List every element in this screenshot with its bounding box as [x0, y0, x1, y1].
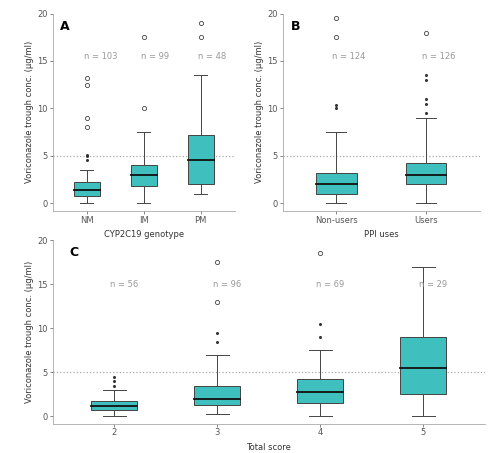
X-axis label: PPI uses: PPI uses — [364, 230, 398, 239]
Bar — [316, 173, 356, 193]
Text: n = 96: n = 96 — [212, 280, 241, 289]
Bar — [91, 400, 138, 410]
Text: n = 56: n = 56 — [110, 280, 138, 289]
Text: n = 103: n = 103 — [84, 52, 117, 61]
Bar — [400, 337, 446, 395]
Bar — [194, 386, 240, 405]
Text: A: A — [60, 19, 70, 33]
Bar — [74, 182, 100, 196]
Bar — [406, 163, 446, 184]
X-axis label: CYP2C19 genotype: CYP2C19 genotype — [104, 230, 184, 239]
Text: n = 99: n = 99 — [141, 52, 170, 61]
Y-axis label: Voriconazole trough conc. (μg/ml): Voriconazole trough conc. (μg/ml) — [26, 260, 35, 403]
Y-axis label: Voriconazole trough conc. (μg/ml): Voriconazole trough conc. (μg/ml) — [256, 41, 264, 183]
Bar — [188, 135, 214, 184]
X-axis label: Total score: Total score — [246, 443, 291, 452]
Bar — [131, 165, 156, 186]
Text: n = 29: n = 29 — [418, 280, 446, 289]
Y-axis label: Voriconazole trough conc. (μg/ml): Voriconazole trough conc. (μg/ml) — [26, 41, 35, 183]
Text: n = 69: n = 69 — [316, 280, 344, 289]
Text: C: C — [70, 246, 79, 259]
Text: n = 126: n = 126 — [422, 52, 456, 61]
Bar — [297, 380, 344, 403]
Text: B: B — [290, 19, 300, 33]
Text: n = 124: n = 124 — [332, 52, 366, 61]
Text: n = 48: n = 48 — [198, 52, 226, 61]
